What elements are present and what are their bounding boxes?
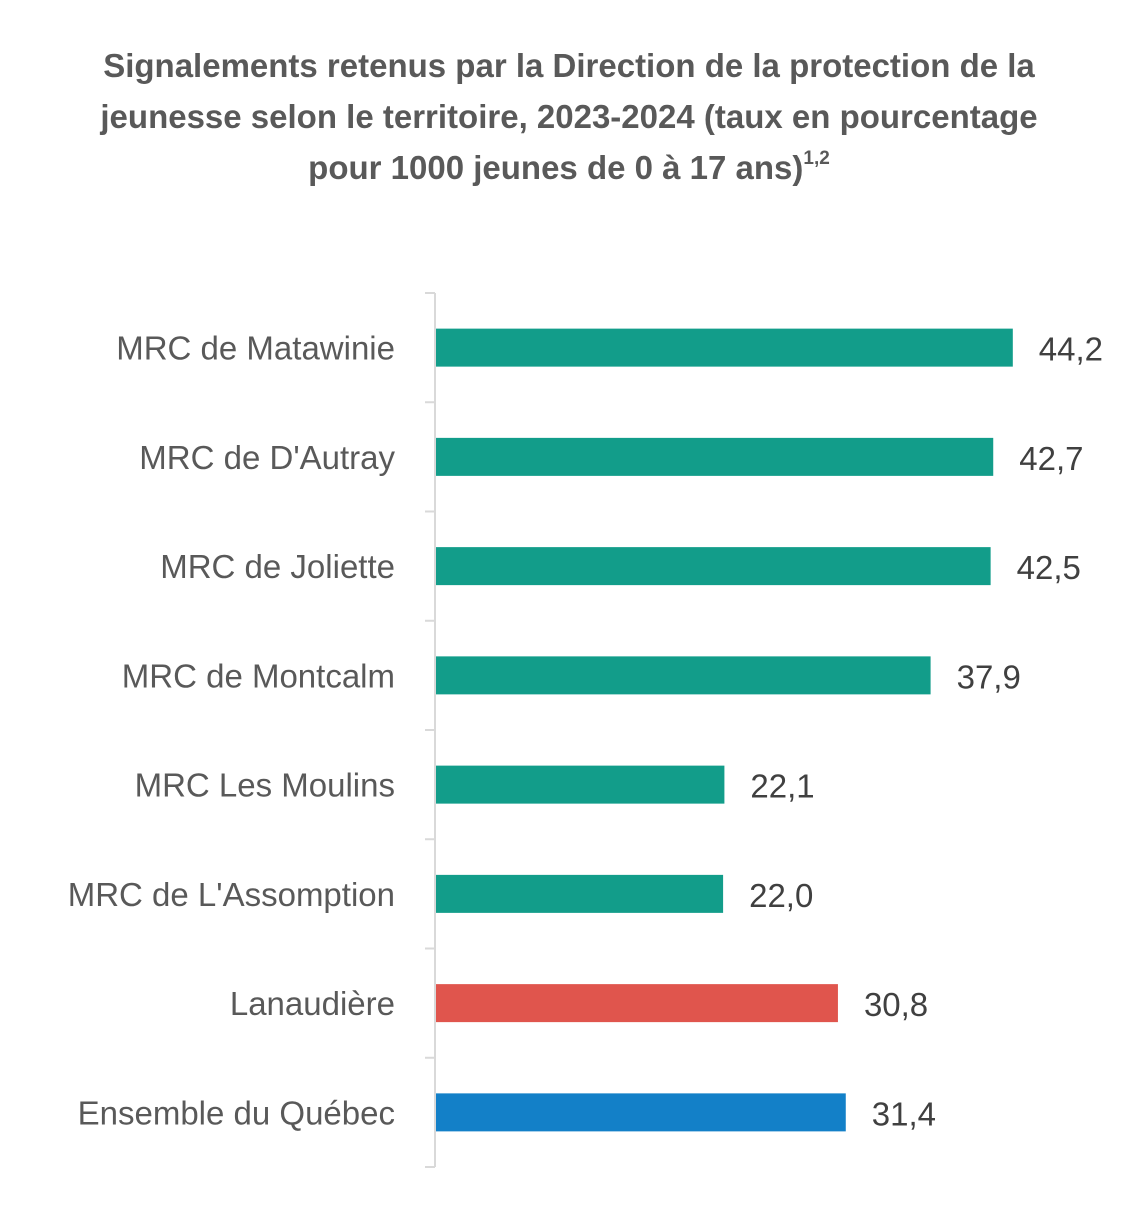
category-label: MRC de Montcalm — [122, 657, 395, 694]
category-label: MRC de Joliette — [160, 548, 395, 585]
bar — [436, 765, 725, 804]
value-label: 42,5 — [1017, 549, 1081, 586]
plot-area: MRC de Matawinie 44,2 MRC de D'Autray 42,7 M… — [68, 292, 1103, 1168]
bar — [436, 656, 931, 695]
bar — [436, 984, 838, 1023]
category-label: MRC de D'Autray — [139, 439, 395, 476]
chart-title-text: Signalements retenus par la Direction de… — [100, 47, 1038, 186]
value-label: 30,8 — [864, 986, 928, 1023]
value-label: 22,1 — [750, 768, 814, 805]
value-label: 22,0 — [749, 877, 813, 914]
category-label: MRC Les Moulins — [135, 767, 395, 804]
bar — [436, 437, 994, 476]
value-label: 42,7 — [1019, 440, 1083, 477]
category-label: MRC de Matawinie — [116, 330, 395, 367]
bar — [436, 1093, 846, 1132]
bar — [436, 874, 724, 913]
value-label: 37,9 — [957, 658, 1021, 695]
chart-title-superscript: 1,2 — [803, 148, 830, 169]
chart-title: Signalements retenus par la Direction de… — [95, 40, 1043, 193]
value-label: 44,2 — [1039, 331, 1103, 368]
bar — [436, 547, 991, 586]
category-label: Ensemble du Québec — [78, 1094, 395, 1131]
category-label: MRC de L'Assomption — [68, 876, 395, 913]
bar — [436, 328, 1013, 367]
category-label: Lanaudière — [230, 985, 395, 1022]
value-label: 31,4 — [872, 1095, 936, 1132]
